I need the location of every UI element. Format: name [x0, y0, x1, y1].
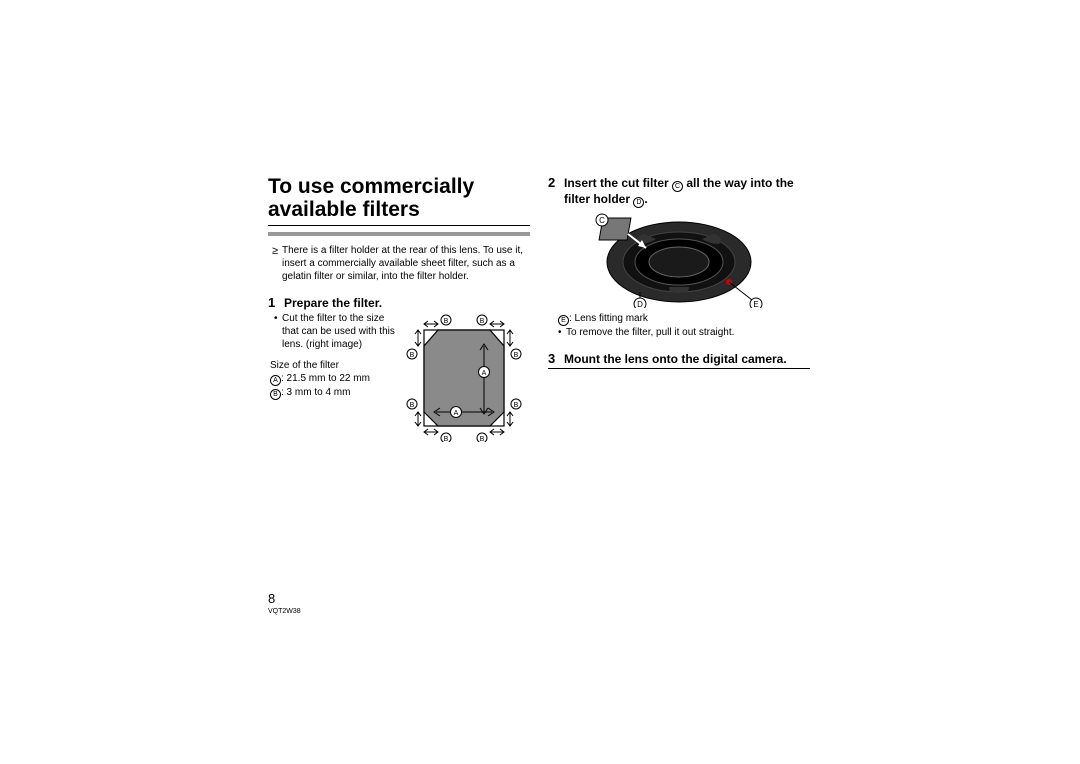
- remove-filter-note: • To remove the filter, pull it out stra…: [548, 326, 810, 339]
- svg-text:E: E: [753, 300, 758, 308]
- svg-text:B: B: [444, 436, 449, 442]
- svg-text:B: B: [514, 352, 519, 359]
- size-a-row: A: 21.5 mm to 22 mm: [270, 372, 398, 386]
- svg-text:B: B: [444, 318, 449, 325]
- content-columns: To use commercially available filters ≥ …: [268, 175, 814, 615]
- svg-text:D: D: [637, 300, 643, 308]
- svg-text:B: B: [480, 436, 485, 442]
- step-3-header: 3 Mount the lens onto the digital camera…: [548, 351, 810, 366]
- ref-d-icon: D: [633, 197, 644, 208]
- ref-e-icon: E: [558, 315, 569, 326]
- ref-a-icon: A: [270, 375, 281, 386]
- svg-text:C: C: [599, 216, 605, 225]
- svg-text:A: A: [482, 370, 487, 377]
- title-rule-gray: [268, 232, 530, 236]
- size-label: Size of the filter: [270, 359, 398, 372]
- step-1-title: Prepare the filter.: [284, 296, 530, 310]
- step-1-text: Cut the filter to the size that can be u…: [268, 312, 398, 442]
- size-b-row: B: 3 mm to 4 mm: [270, 386, 398, 400]
- intro-bullet-icon: ≥: [272, 244, 278, 258]
- svg-text:B: B: [480, 318, 485, 325]
- e-label-row: E: Lens fitting mark: [548, 312, 810, 326]
- filter-size-block: Size of the filter A: 21.5 mm to 22 mm B…: [268, 359, 398, 400]
- step-3-rule: [548, 368, 810, 369]
- step-1-body: Cut the filter to the size that can be u…: [268, 312, 530, 442]
- svg-text:A: A: [454, 410, 459, 417]
- left-column: To use commercially available filters ≥ …: [268, 175, 530, 615]
- step-1-number: 1: [268, 295, 278, 310]
- section-title: To use commercially available filters: [268, 175, 530, 221]
- step-2-title: Insert the cut filter C all the way into…: [564, 176, 810, 208]
- title-rule: [268, 225, 530, 226]
- lens-rear-illustration: C D E: [574, 212, 784, 308]
- right-column: 2 Insert the cut filter C all the way in…: [548, 175, 810, 615]
- manual-page: To use commercially available filters ≥ …: [268, 175, 814, 615]
- step-1-bullet: Cut the filter to the size that can be u…: [268, 312, 398, 351]
- ref-c-icon: C: [672, 181, 683, 192]
- ref-b-icon: B: [270, 389, 281, 400]
- page-number: 8: [268, 591, 301, 606]
- doc-code: VQT2W38: [268, 608, 301, 615]
- svg-text:B: B: [410, 352, 415, 359]
- step-1-header: 1 Prepare the filter.: [268, 295, 530, 310]
- step-3-number: 3: [548, 351, 558, 366]
- svg-text:B: B: [514, 402, 519, 409]
- step-2-number: 2: [548, 175, 558, 190]
- intro-text: ≥ There is a filter holder at the rear o…: [268, 244, 530, 283]
- step-2-header: 2 Insert the cut filter C all the way in…: [548, 175, 810, 208]
- page-footer: 8 VQT2W38: [268, 591, 301, 615]
- step-3-title: Mount the lens onto the digital camera.: [564, 352, 810, 366]
- svg-text:B: B: [410, 402, 415, 409]
- filter-diagram: A A B: [406, 312, 522, 442]
